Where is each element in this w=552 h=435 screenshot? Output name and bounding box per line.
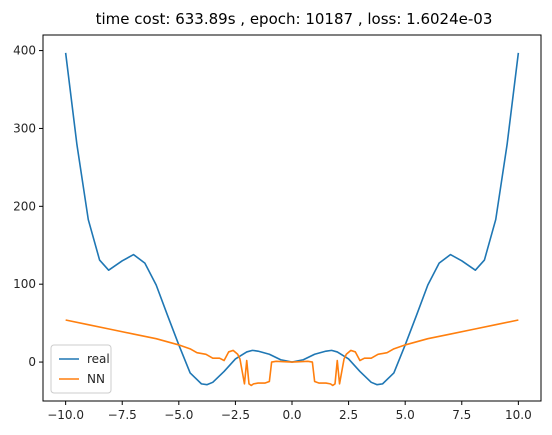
series-line-nn [66,320,519,385]
legend-label-real: real [87,352,110,366]
x-tick-label: −5.0 [164,408,193,422]
plot-area [43,35,541,401]
x-tick-label: 0.0 [282,408,301,422]
y-tick-label: 300 [13,121,36,135]
x-tick-label: 10.0 [505,408,532,422]
series-layer [66,53,519,386]
x-tick-label: 2.5 [339,408,358,422]
legend-label-nn: NN [87,372,105,386]
y-tick-label: 400 [13,44,36,58]
series-line-real [66,53,519,385]
axes-frame [43,35,541,401]
y-axis: 0 100 200 300 400 [13,44,43,369]
x-tick-label: 5.0 [396,408,415,422]
y-tick-label: 100 [13,277,36,291]
x-axis: −10.0 −7.5 −5.0 −2.5 0.0 2.5 5.0 7.5 10.0 [47,401,531,422]
x-tick-label: −10.0 [47,408,84,422]
x-tick-label: −7.5 [108,408,137,422]
y-tick-label: 0 [28,355,36,369]
y-tick-label: 200 [13,199,36,213]
legend: real NN [51,345,111,393]
x-tick-label: −2.5 [221,408,250,422]
x-tick-label: 7.5 [452,408,471,422]
chart-title: time cost: 633.89s , epoch: 10187 , loss… [96,10,493,28]
